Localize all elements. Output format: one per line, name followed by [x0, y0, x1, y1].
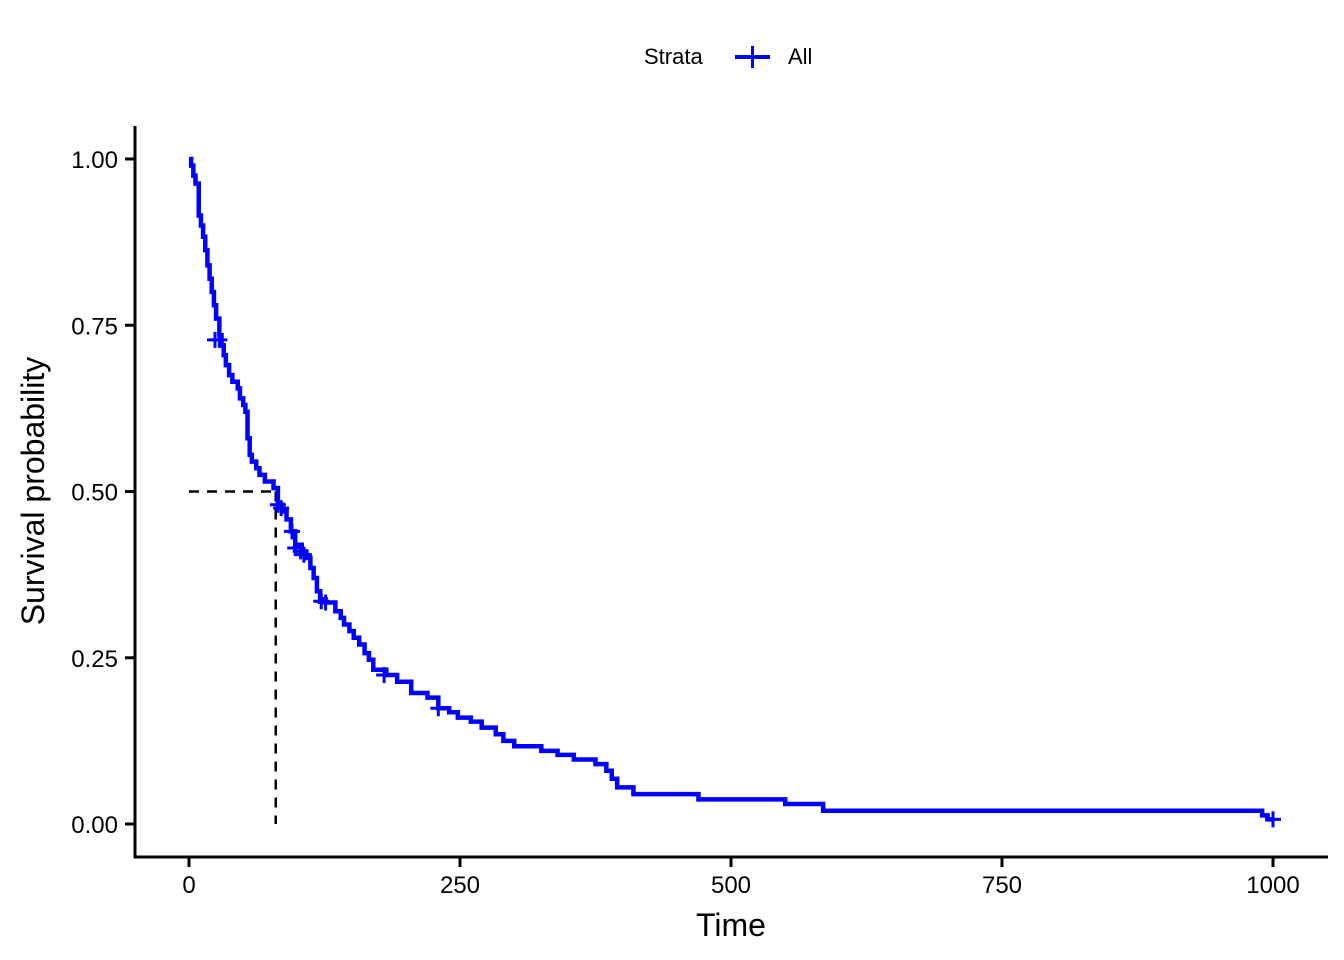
y-ticks: 0.00 0.25 0.50 0.75 1.00 [71, 147, 135, 839]
x-tick-label: 250 [440, 872, 480, 899]
survival-curve-all [188, 156, 1273, 822]
legend: Strata All [644, 44, 812, 69]
x-tick-label: 0 [182, 872, 195, 899]
censor-mark [273, 500, 290, 517]
plot-series [188, 156, 1281, 828]
legend-entry-all: All [788, 44, 812, 69]
censor-mark [283, 523, 300, 540]
censor-mark [269, 496, 286, 513]
y-axis-title: Survival probability [15, 357, 51, 626]
legend-title: Strata [644, 44, 703, 69]
censor-mark [317, 594, 334, 611]
censor-mark [376, 667, 393, 684]
y-tick-label: 0.25 [71, 646, 118, 673]
x-tick-label: 750 [982, 872, 1022, 899]
y-tick-label: 0.50 [71, 480, 118, 507]
x-axis: 0 250 500 750 1000 Time [134, 855, 1328, 943]
x-tick-label: 1000 [1246, 872, 1299, 899]
censor-mark [1265, 811, 1281, 828]
censor-mark [295, 546, 312, 563]
censor-mark [211, 331, 228, 348]
censor-mark [292, 543, 309, 560]
x-axis-title: Time [696, 907, 766, 943]
y-axis: 0.00 0.25 0.50 0.75 1.00 Survival probabilit… [15, 126, 137, 858]
y-tick-label: 0.75 [71, 313, 118, 340]
x-tick-label: 500 [711, 872, 751, 899]
median-survival-lines [189, 490, 277, 824]
censor-mark [430, 700, 447, 717]
x-ticks: 0 250 500 750 1000 [182, 857, 1300, 899]
y-tick-label: 1.00 [71, 147, 118, 174]
y-tick-label: 0.00 [71, 812, 118, 839]
